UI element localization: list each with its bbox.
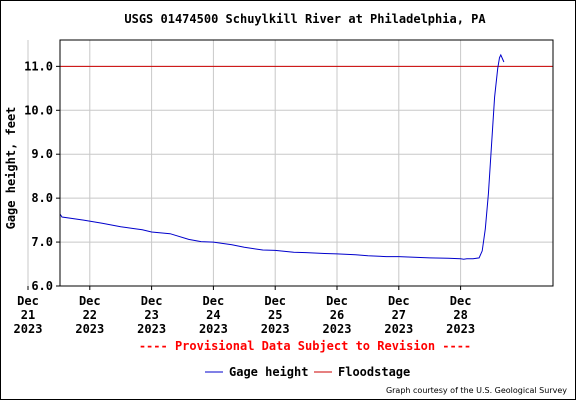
y-tick-label: 6.0 bbox=[31, 279, 53, 293]
x-tick-label: Dec 21 2023 bbox=[14, 294, 43, 336]
plot-area-border bbox=[59, 39, 554, 287]
x-tick-label: Dec 25 2023 bbox=[261, 294, 290, 336]
provisional-data-note: ---- Provisional Data Subject to Revisio… bbox=[139, 339, 471, 353]
y-tick-label: 7.0 bbox=[31, 235, 53, 249]
x-tick-label: Dec 27 2023 bbox=[384, 294, 413, 336]
x-tick-label: Dec 28 2023 bbox=[446, 294, 475, 336]
y-tick-label: 10.0 bbox=[24, 103, 53, 117]
series-layer bbox=[59, 53, 505, 260]
x-tick-label: Dec 26 2023 bbox=[323, 294, 352, 336]
x-tick-label: Dec 22 2023 bbox=[75, 294, 104, 336]
y-tick-label: 9.0 bbox=[31, 147, 53, 161]
x-tick-label: Dec 23 2023 bbox=[137, 294, 166, 336]
x-tick-label: Dec 24 2023 bbox=[199, 294, 228, 336]
usgs-credit: Graph courtesy of the U.S. Geological Su… bbox=[386, 386, 567, 395]
x-axis-tick-labels: Dec 21 2023 Dec 22 2023 Dec 23 2023 Dec 24 2023 Dec 2… bbox=[14, 286, 475, 336]
gage-height-line bbox=[59, 53, 505, 260]
legend-gage-height-label: Gage height bbox=[229, 365, 308, 379]
legend-floodstage-label: Floodstage bbox=[338, 365, 410, 379]
legend: Gage height Floodstage bbox=[205, 365, 410, 379]
y-axis-label: Gage height, feet bbox=[4, 107, 18, 230]
y-axis-tick-labels: 6.0 7.0 8.0 9.0 10.0 11.0 bbox=[24, 59, 60, 293]
plot-grid bbox=[27, 40, 553, 287]
chart-title: USGS 01474500 Schuylkill River at Philad… bbox=[124, 12, 486, 26]
y-tick-label: 11.0 bbox=[24, 59, 53, 73]
y-tick-label: 8.0 bbox=[31, 191, 53, 205]
